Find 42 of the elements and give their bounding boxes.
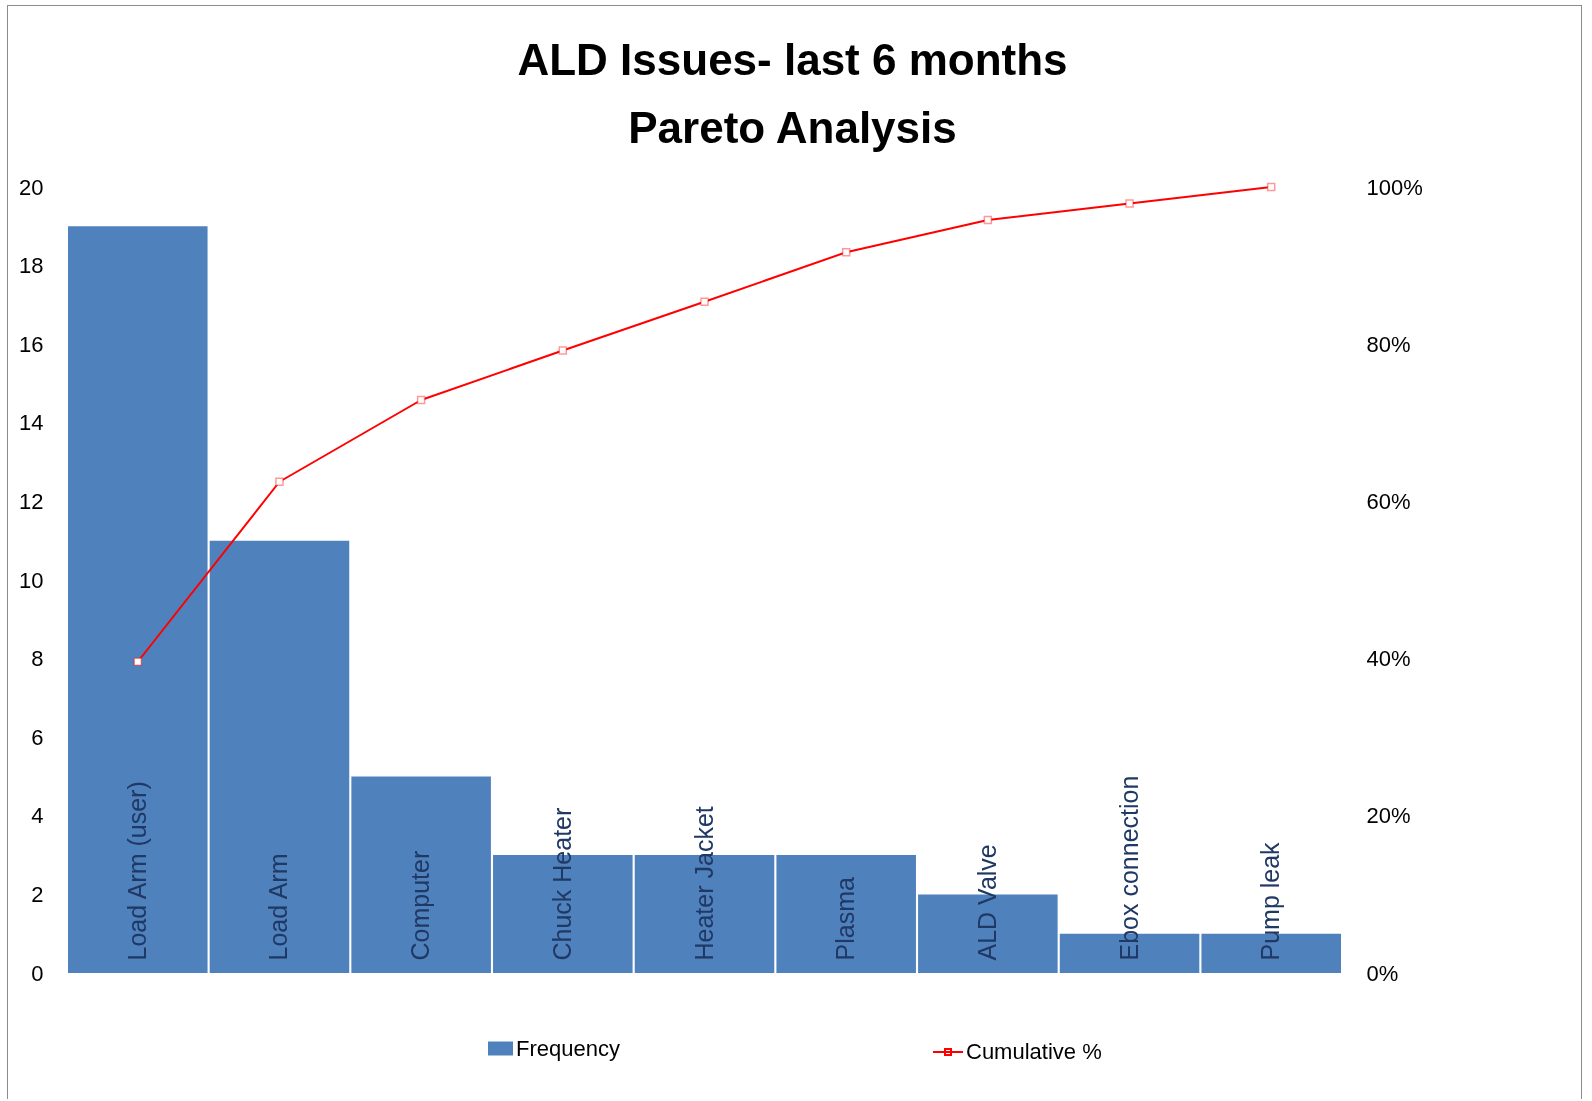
point [983, 215, 993, 225]
y-tick-label: 16 [19, 331, 44, 357]
x-tick-label: Load Arm (user) [122, 781, 151, 961]
y2-tick-label: 100% [1366, 174, 1423, 200]
chart-title: ALD Issues- last 6 months Pareto Analysis [517, 35, 1068, 152]
y2-tick-label: 0% [1366, 960, 1399, 986]
x-tick-label: Load Arm [264, 853, 293, 961]
bar [351, 776, 491, 973]
y2-tick-label: 40% [1366, 646, 1411, 672]
x-tick-label: Chuck Heater [547, 807, 576, 961]
y-tick-label: 4 [31, 803, 44, 829]
y-tick-label: 8 [31, 646, 44, 672]
y2-tick-label: 80% [1366, 331, 1411, 357]
y-tick-label: 10 [19, 567, 44, 593]
y-tick-label: 20 [19, 174, 44, 200]
y-tick-label: 18 [19, 253, 44, 279]
y-tick-label: 12 [19, 488, 44, 514]
point [558, 346, 568, 355]
y2-tick-label: 60% [1366, 488, 1411, 514]
x-tick-label: Ebox connection [1114, 775, 1143, 961]
x-tick-label: ALD Valve [972, 844, 1001, 961]
bar [209, 540, 350, 973]
point [1125, 199, 1134, 208]
x-tick-label: Computer [406, 850, 435, 961]
x-tick-label: Pump leak [1256, 841, 1285, 961]
y-tick-label: 2 [31, 881, 44, 907]
point [1266, 182, 1276, 192]
legend-label: Frequency [516, 1035, 620, 1061]
x-tick-label: Heater Jacket [689, 806, 718, 961]
x-tick-label: Plasma [831, 877, 860, 961]
y-tick-label: 6 [31, 724, 44, 750]
y-tick-label: 0 [31, 960, 44, 986]
bar [68, 226, 208, 973]
point [133, 657, 143, 666]
point [416, 395, 426, 405]
y2-tick-label: 20% [1366, 803, 1411, 829]
legend-label: Cumulative % [966, 1039, 1102, 1064]
y-tick-label: 14 [19, 410, 44, 436]
point [700, 297, 709, 307]
bar [776, 855, 916, 973]
point [275, 477, 284, 486]
point [841, 247, 851, 257]
